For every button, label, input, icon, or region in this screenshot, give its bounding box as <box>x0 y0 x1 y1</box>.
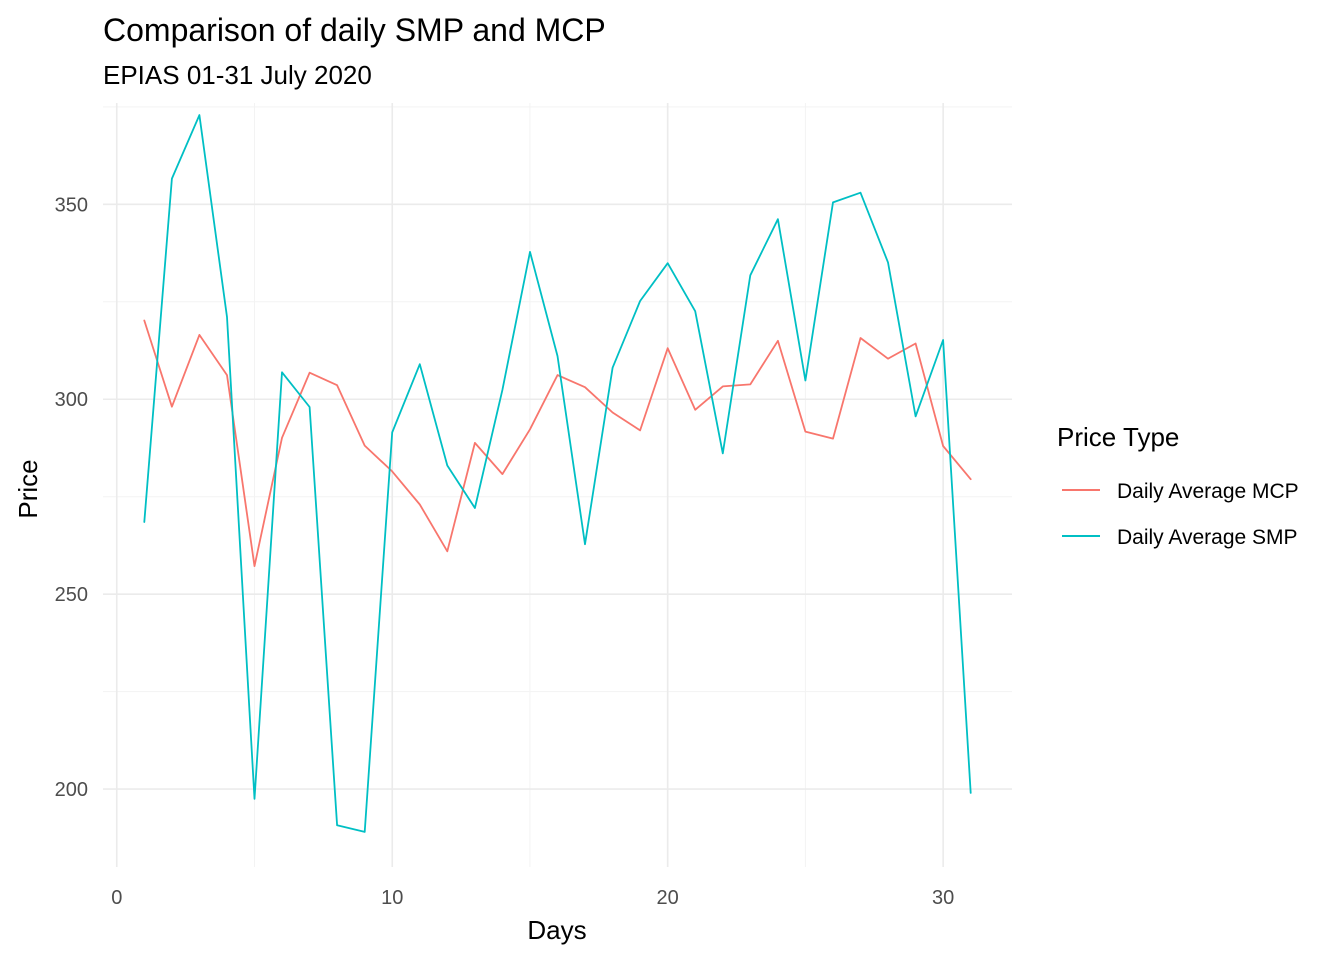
x-axis-tick-labels: 0 10 20 30 <box>111 887 954 909</box>
chart-subtitle: EPIAS 01-31 July 2020 <box>103 60 372 90</box>
y-tick-label: 200 <box>55 779 88 801</box>
series-line-smp <box>143 114 972 833</box>
x-axis-title: Days <box>527 915 586 945</box>
y-axis-title: Price <box>13 459 43 518</box>
x-tick-label: 10 <box>381 887 403 909</box>
series-lines <box>143 114 972 833</box>
grid-lines <box>103 103 1012 867</box>
y-tick-label: 300 <box>55 389 88 411</box>
legend-label: Daily Average MCP <box>1117 480 1299 503</box>
y-tick-label: 250 <box>55 584 88 606</box>
x-tick-label: 20 <box>657 887 679 909</box>
legend-title: Price Type <box>1057 422 1179 452</box>
y-tick-label: 350 <box>55 194 88 216</box>
legend-label: Daily Average SMP <box>1117 526 1298 549</box>
plot-panel <box>103 103 1012 867</box>
legend-items: Daily Average MCP Daily Average SMP <box>1062 480 1299 549</box>
x-tick-label: 0 <box>111 887 122 909</box>
series-line-mcp <box>143 319 972 567</box>
x-tick-label: 30 <box>932 887 954 909</box>
chart-title: Comparison of daily SMP and MCP <box>103 12 606 48</box>
y-axis-tick-labels: 200 250 300 350 <box>55 194 88 801</box>
